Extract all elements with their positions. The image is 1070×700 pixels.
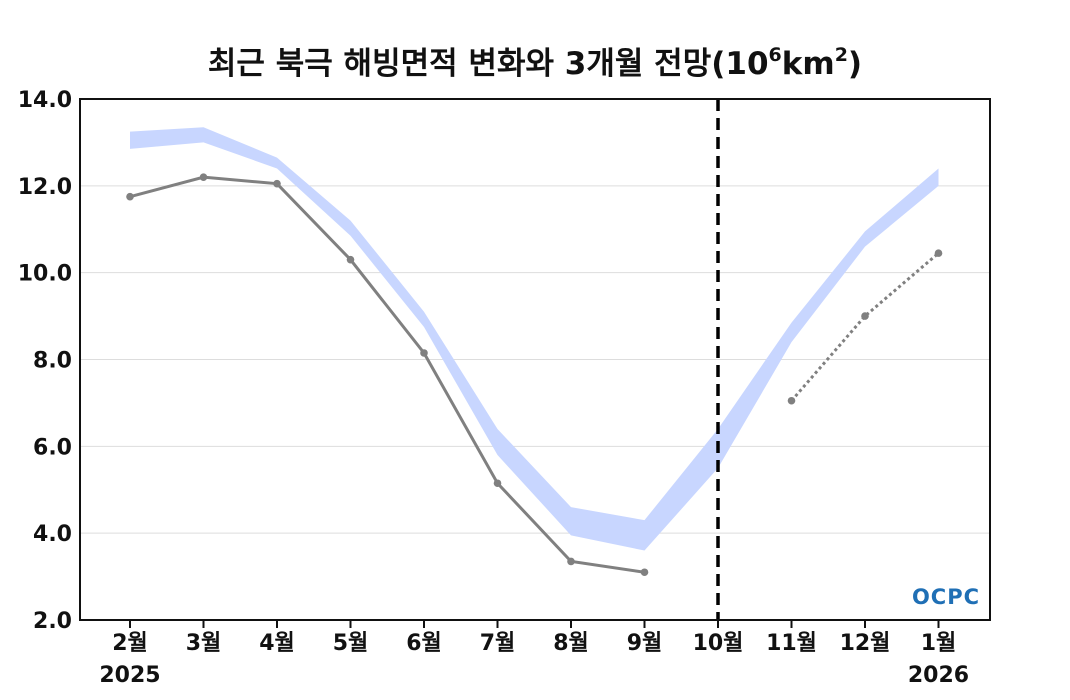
- year-label: 2026: [908, 663, 969, 688]
- title-end: ): [847, 46, 863, 82]
- observed-point: [640, 568, 649, 577]
- ocpc-logo-text: OCPC: [912, 585, 980, 609]
- y-tick-label: 6.0: [33, 435, 72, 460]
- y-tick-label: 12.0: [18, 175, 72, 200]
- x-tick-label: 7월: [480, 631, 516, 656]
- forecast-point: [787, 396, 796, 405]
- observed-line: [129, 175, 645, 574]
- title-superscript-2: 2: [834, 44, 848, 66]
- observed-point: [420, 349, 428, 357]
- observed-point: [199, 173, 208, 181]
- title-main: 최근 북극 해빙면적 변화와 3개월 전망(10: [207, 46, 769, 82]
- y-tick-label: 4.0: [33, 522, 72, 547]
- x-tick-label: 6월: [406, 631, 442, 656]
- x-tick-label: 11월: [766, 631, 817, 656]
- year-label: 2025: [99, 663, 160, 688]
- y-tick-label: 8.0: [33, 349, 72, 374]
- axis-labels: 2.0 4.0 6.0 8.0 10.0 12.0 14.0 2월 3월 4월 5월 6월 7월 8월 9월…: [18, 88, 969, 688]
- observed-point: [493, 479, 502, 488]
- x-tick-label: 8월: [553, 631, 589, 656]
- x-tick-label: 12월: [840, 631, 891, 656]
- forecast-range-band: [130, 127, 939, 551]
- ocpc-logo: OCPC: [912, 585, 980, 609]
- x-tick-label: 5월: [333, 631, 369, 656]
- observed-point: [273, 179, 281, 188]
- title-superscript-6: 6: [768, 44, 782, 66]
- observed-point: [346, 255, 355, 264]
- y-tick-label: 14.0: [18, 88, 72, 113]
- x-tick-label: 3월: [186, 631, 222, 656]
- observed-point: [567, 557, 575, 566]
- x-tick-label: 1월: [921, 631, 957, 656]
- x-tick-label: 2월: [112, 631, 148, 656]
- plot-frame: [79, 98, 991, 621]
- observed-point: [126, 192, 134, 201]
- forecast-line: [790, 251, 940, 402]
- title-unit: km: [781, 46, 835, 82]
- forecast-band-layer: [130, 127, 939, 551]
- x-tick-label: 10월: [693, 631, 744, 656]
- x-tick-label: 4월: [259, 631, 295, 656]
- series-layer: [126, 173, 943, 577]
- forecast-point: [934, 249, 943, 257]
- chart-title: 최근 북극 해빙면적 변화와 3개월 전망(106km2): [0, 38, 1070, 83]
- y-tick-label: 10.0: [18, 262, 72, 287]
- forecast-point: [861, 312, 869, 320]
- y-tick-label: 2.0: [33, 609, 72, 634]
- x-tick-label: 9월: [627, 631, 663, 656]
